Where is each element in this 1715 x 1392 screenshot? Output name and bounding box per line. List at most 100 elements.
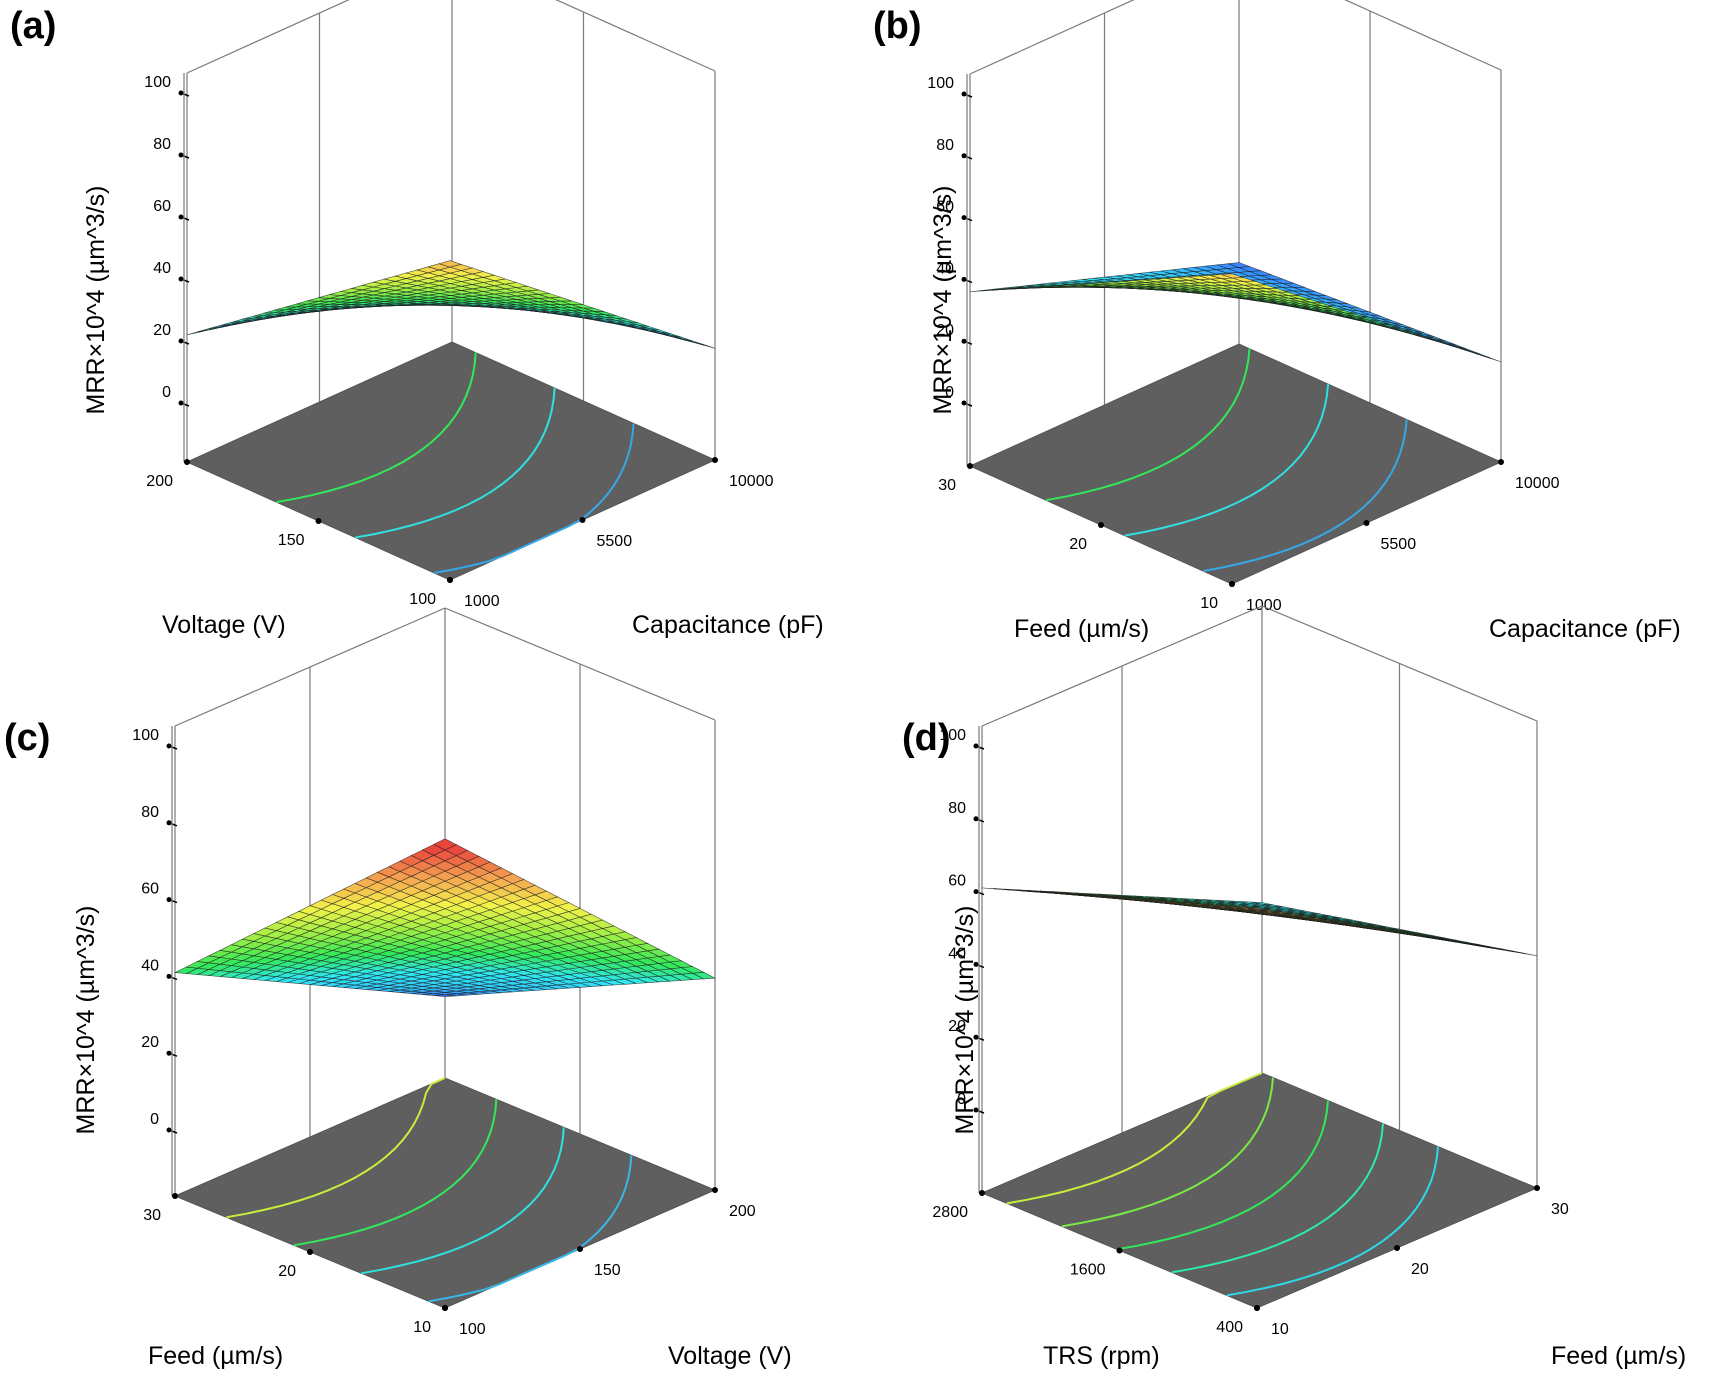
z-tick-dot: [178, 338, 184, 344]
contour-line: [1124, 383, 1330, 537]
x1-axis-label: Feed (µm/s): [1014, 615, 1149, 643]
contour-line: [1226, 1146, 1439, 1297]
contour-line: [355, 387, 556, 539]
z-tick-dot: [961, 215, 967, 221]
floor-tick-label: 1600: [1070, 1262, 1106, 1279]
z-tick-label: 20: [948, 1018, 966, 1035]
panel-letter: (d): [902, 717, 951, 759]
floor-tick-dot: [1254, 1305, 1260, 1311]
floor-tick-dot: [979, 1190, 985, 1196]
z-tick-dot: [961, 276, 967, 282]
contour-line: [1045, 348, 1251, 502]
floor-tick-dot: [1363, 520, 1370, 526]
z-axis-label: MRR×10^4 (µm^3/s): [72, 906, 100, 1135]
z-tick-dot: [166, 820, 172, 826]
x2-axis-label: Capacitance (pF): [1489, 615, 1681, 643]
floor-tick-label: 30: [143, 1207, 161, 1224]
floor-tick-label: 400: [1216, 1319, 1243, 1336]
floor-plane: [173, 1077, 717, 1309]
panel-letter: (c): [4, 717, 50, 759]
z-tick-dot: [166, 743, 172, 749]
floor-tick-label: 20: [1411, 1261, 1429, 1278]
response-surface: [186, 260, 716, 349]
floor-tick-dot: [172, 1193, 178, 1199]
floor-tick-label: 30: [938, 477, 956, 494]
z-tick-label: 80: [948, 800, 966, 817]
contour-line: [1061, 1077, 1274, 1228]
z-tick-dot: [973, 961, 979, 967]
floor-tick-dot: [712, 457, 718, 463]
x1-axis-label: TRS (rpm): [1043, 1342, 1160, 1370]
floor-tick-dot: [1534, 1185, 1540, 1191]
floor-tick-dot: [579, 517, 586, 523]
z-tick-label: 100: [939, 727, 966, 744]
z-tick-label: 80: [936, 137, 954, 154]
floor-tick-label: 10: [413, 1319, 431, 1336]
floor-tick-label: 10000: [729, 473, 774, 490]
z-axis-label: MRR×10^4 (µm^3/s): [951, 906, 979, 1135]
panel-a: (a) 0 20 40 60 80 100 100 150 200 1000 5500 10000 M…: [10, 0, 824, 639]
z-tick-dot: [961, 400, 967, 406]
surface-cell: [1221, 273, 1244, 279]
floor-tick-label: 20: [1069, 536, 1087, 553]
z-tick-label: 40: [141, 957, 159, 974]
z-tick-label: 80: [153, 136, 171, 153]
floor-tick-dot: [184, 459, 190, 465]
z-tick-label: 100: [144, 74, 171, 91]
contour-line: [1171, 1123, 1384, 1274]
surface-cell: [433, 838, 457, 851]
floor-tick-label: 5500: [597, 533, 633, 550]
floor-tick-dot: [1098, 522, 1104, 528]
floor-tick-dot: [712, 1187, 718, 1193]
floor-tick-dot: [967, 463, 973, 469]
floor-tick-label: 200: [146, 473, 173, 490]
z-tick-label: 0: [945, 384, 954, 401]
z-tick-label: 60: [936, 199, 954, 216]
surface-cell: [1245, 907, 1269, 911]
z-tick-dot: [178, 400, 184, 406]
contour-line: [1006, 1072, 1263, 1205]
floor-tick-label: 100: [409, 591, 436, 608]
z-tick-dot: [178, 276, 184, 282]
z-tick-dot: [961, 153, 967, 159]
panel-letter: (b): [873, 5, 922, 47]
x2-axis-label: Capacitance (pF): [632, 611, 824, 639]
z-tick-label: 100: [927, 75, 954, 92]
floor-tick-label: 1000: [1246, 597, 1282, 614]
z-tick-label: 40: [948, 945, 966, 962]
response-surface: [173, 838, 717, 997]
floor-tick-label: 20: [278, 1263, 296, 1280]
contour-line: [361, 1127, 565, 1275]
floor-tick-label: 2800: [932, 1204, 968, 1221]
z-tick-dot: [973, 743, 979, 749]
floor-tick-dot: [1229, 581, 1235, 587]
contour-line: [293, 1099, 498, 1247]
z-tick-dot: [961, 338, 967, 344]
floor-tick-label: 30: [1551, 1201, 1569, 1218]
x2-axis-label: Feed (µm/s): [1551, 1342, 1686, 1370]
floor-tick-label: 150: [594, 1262, 621, 1279]
floor-tick-label: 100: [459, 1321, 486, 1338]
panel-letter: (a): [10, 5, 56, 47]
floor-tick-dot: [1498, 459, 1504, 465]
z-tick-dot: [178, 90, 184, 96]
z-axis-label: MRR×10^4 (µm^3/s): [929, 186, 957, 415]
response-surface: [969, 262, 1502, 363]
contour-line: [226, 1077, 446, 1219]
z-tick-dot: [178, 152, 184, 158]
floor-tick-label: 5500: [1381, 536, 1417, 553]
floor-plane: [185, 341, 717, 581]
z-tick-dot: [973, 1034, 979, 1040]
z-tick-label: 0: [150, 1111, 159, 1128]
x1-axis-label: Voltage (V): [162, 611, 286, 639]
axis-box: [981, 605, 1538, 1193]
z-tick-dot: [973, 1107, 979, 1113]
surface-cell: [437, 260, 463, 268]
floor-tick-dot: [307, 1249, 313, 1255]
floor-tick-label: 1000: [464, 593, 500, 610]
floor-tick-dot: [315, 518, 322, 524]
floor-tick-dot: [1116, 1247, 1123, 1254]
z-tick-label: 60: [153, 198, 171, 215]
contour-line: [276, 352, 477, 504]
z-tick-dot: [166, 897, 172, 903]
